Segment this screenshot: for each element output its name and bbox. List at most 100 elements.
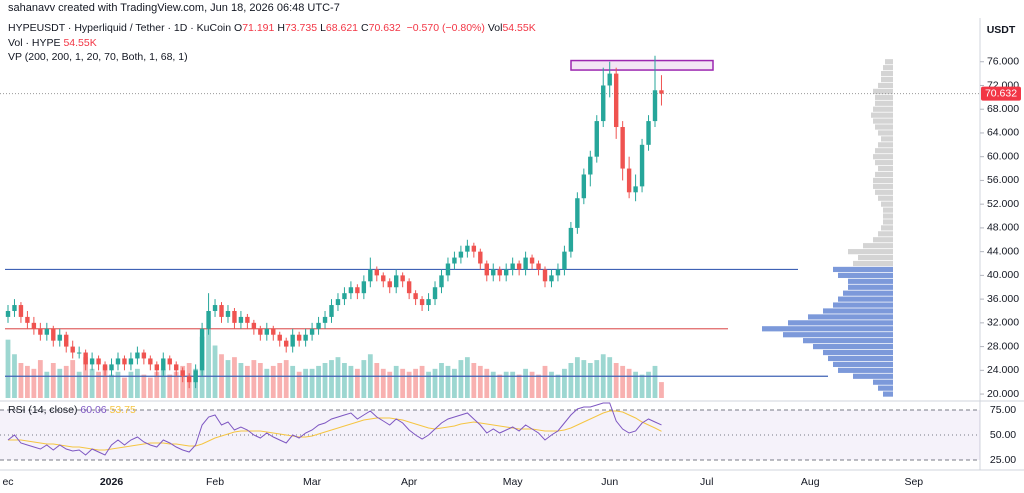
volume-bar [380,368,386,398]
volume-bar [426,371,431,398]
candle-body [581,174,587,199]
volume-bar [290,365,296,398]
x-tick-label: Aug [801,476,820,488]
volume-bar [432,368,438,398]
candle-body [471,245,477,252]
candle-body [322,316,328,323]
volume-bar [458,360,464,398]
y-tick-label: 40.000 [987,269,1019,281]
candle-body [212,305,218,311]
volume-bar [206,328,211,398]
volume-bar [83,357,89,398]
volume-bar [562,368,567,398]
candle-body [51,328,56,341]
candle-body [296,334,302,341]
rsi-label: RSI (14, close) [8,404,78,416]
rsi-ma-value: 53.75 [109,404,136,416]
candle-body [186,376,192,383]
rsi-ma-line [8,410,662,451]
candle-body [555,269,561,276]
volume-bar [464,357,470,398]
volume-profile-bar [885,59,893,65]
x-tick-label: 2026 [100,476,124,488]
volume-profile-bar [788,320,893,326]
x-tick-label: ec [2,476,13,488]
candle-body [70,346,75,353]
volume-bar [607,357,613,398]
candle-body [646,121,651,145]
candle-body [96,358,101,365]
volume-bar [122,377,127,398]
y-tick-label: 76.000 [987,56,1019,68]
volume-bar [160,368,166,398]
rsi-tick-label: 50.00 [990,429,1016,441]
candle-body [626,168,632,193]
volume-profile-bar [873,88,893,95]
volume-bar [115,371,121,398]
y-tick-label: 28.000 [987,340,1019,352]
y-tick-label: 64.000 [987,127,1019,139]
volume-bar [316,365,321,398]
x-tick-label: Mar [303,476,322,488]
volume-profile-bar [875,189,893,195]
ohlc-value: 71.191 [242,22,275,34]
vp-legend: VP (200, 200, 1, 20, 70, Both, 1, 68, 1) [8,51,188,63]
volume-profile-bar [881,71,893,77]
volume-indicator: Vol · HYPE [8,37,61,49]
volume-profile-bar [762,326,893,332]
volume-profile-bar [848,249,893,255]
rsi-legend: RSI (14, close) 60.06 53.75 [8,404,136,416]
volume-bar [477,365,483,398]
volume-bar [225,360,231,398]
volume-bar [63,365,69,398]
candle-body [128,358,134,365]
volume-profile-bar [848,284,893,290]
volume-bar [594,360,600,398]
volume-bar [342,363,347,398]
volume-bar [89,368,95,398]
volume-profile-bar [838,272,893,278]
volume-profile-bar [813,343,893,350]
volume-bar [439,363,444,398]
volume-bar [659,382,664,398]
y-tick-label: 24.000 [987,364,1019,376]
candle-body [659,90,664,94]
volume-profile-bar [875,171,893,178]
candle-body [245,316,250,323]
volume-bar [37,360,43,398]
volume-profile-bar [873,106,893,112]
candle-body [575,198,580,228]
candle-body [264,328,269,335]
ohlc-label: H [277,22,285,34]
y-tick-label: 36.000 [987,293,1019,305]
volume-bar [452,368,457,398]
volume-profile-bar [828,355,893,362]
candle-body [426,299,431,306]
y-tick-label: 68.000 [987,103,1019,115]
candle-body [516,263,522,270]
volume-profile-bar [881,225,893,231]
volume-bar [25,365,30,398]
volume-bar [76,371,82,398]
volume-profile-bar [838,367,893,373]
candle-body [497,269,502,276]
volume-profile-bar [883,391,893,397]
volume-bar [652,365,658,398]
volume-profile-bar [875,94,893,100]
last-price-label: 70.632 [985,87,1017,99]
candle-body [154,364,160,371]
volume-bar [96,371,101,398]
candle-body [432,287,438,300]
volume-profile-bar [823,349,893,356]
volume-bar [406,371,412,398]
volume-bar [251,360,257,398]
volume-bar [361,360,367,398]
candle-body [458,251,464,258]
volume-bar [536,374,541,398]
volume-bar [568,363,574,398]
volume-bar [329,360,334,398]
volume-bar [264,368,270,398]
ohlc: O71.191 H73.735 L68.621 C70.632 [234,22,404,34]
candle-body [148,358,153,365]
volume-bar [503,371,509,398]
